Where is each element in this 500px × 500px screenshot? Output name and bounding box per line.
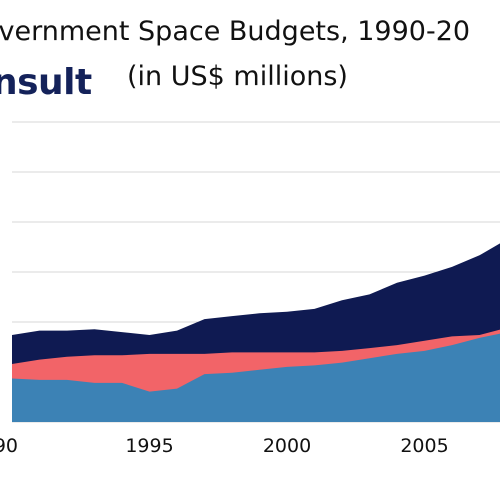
x-axis-ticks: 901995200020052010201520202025: [0, 435, 449, 457]
brand-logo-text: nsult: [0, 62, 92, 103]
x-tick-label: 2005: [400, 435, 448, 457]
area-layer-bottom: [12, 333, 500, 422]
area-series: [12, 243, 500, 422]
x-tick-label: 2000: [263, 435, 311, 457]
x-tick-label: 90: [0, 435, 18, 457]
x-tick-label: 1995: [125, 435, 173, 457]
chart-subtitle: (in US$ millions): [127, 61, 348, 92]
chart-title: overnment Space Budgets, 1990-20: [0, 16, 471, 47]
